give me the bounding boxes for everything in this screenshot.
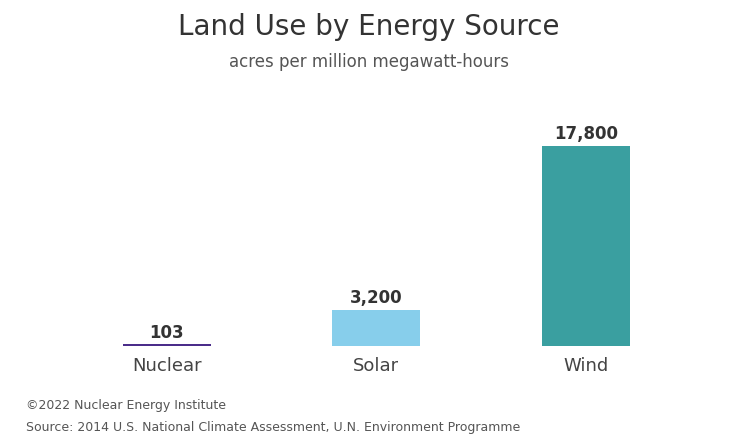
Bar [542,145,630,346]
Text: 3,200: 3,200 [350,289,403,307]
Text: Land Use by Energy Source: Land Use by Energy Source [179,13,559,41]
Text: 17,800: 17,800 [554,125,618,143]
Bar [123,344,211,346]
Text: Source: 2014 U.S. National Climate Assessment, U.N. Environment Programme: Source: 2014 U.S. National Climate Asses… [26,421,520,434]
Bar [332,310,421,346]
Text: ©2022 Nuclear Energy Institute: ©2022 Nuclear Energy Institute [26,399,226,412]
Text: 103: 103 [150,323,184,342]
Text: acres per million megawatt-hours: acres per million megawatt-hours [229,53,509,71]
